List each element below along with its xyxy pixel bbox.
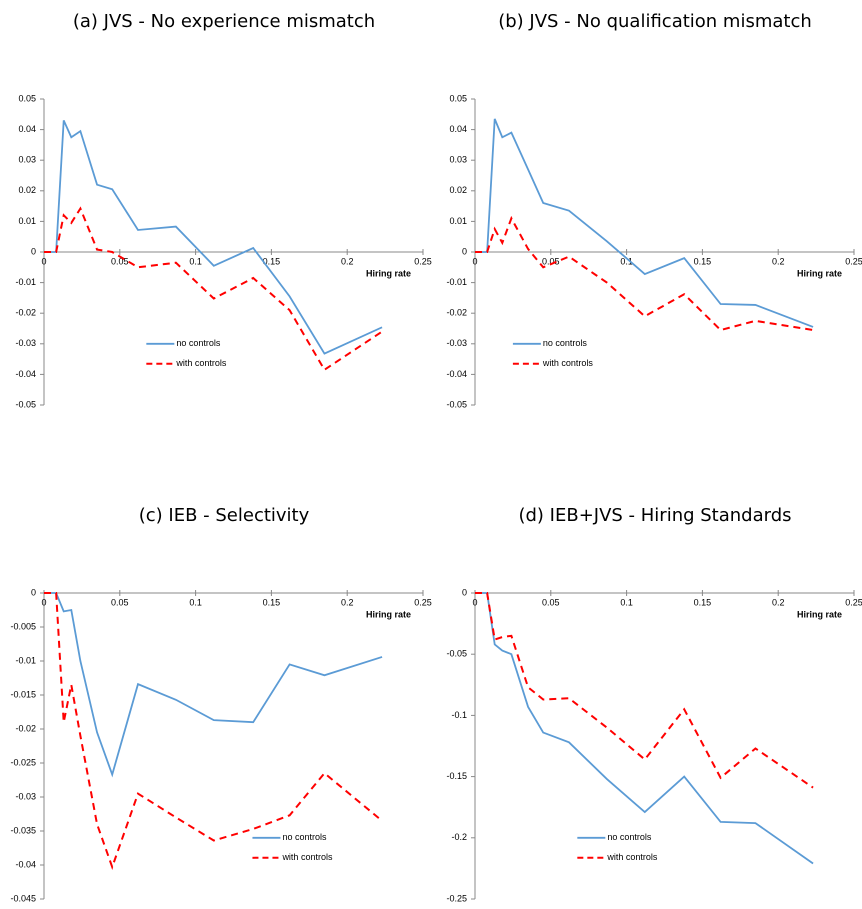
y-tick-label: 0.05: [449, 93, 467, 103]
x-tick-label: 0.1: [620, 256, 633, 266]
x-tick-label: 0.25: [845, 597, 862, 607]
y-tick-label: -0.005: [10, 621, 36, 631]
y-tick-label: -0.04: [446, 369, 467, 379]
x-tick-label: 0.05: [542, 256, 560, 266]
x-tick-label: 0.05: [542, 597, 560, 607]
series-line: [475, 592, 814, 865]
x-tick-label: 0.05: [111, 256, 129, 266]
y-tick-label: -0.05: [446, 649, 467, 659]
x-tick-label: 0.2: [341, 256, 354, 266]
y-tick-label: 0.02: [449, 185, 467, 195]
y-tick-label: 0.03: [18, 155, 36, 165]
x-tick-label: 0.25: [414, 597, 432, 607]
x-tick-label: 0.15: [694, 256, 712, 266]
legend-label: no controls: [607, 832, 652, 842]
legend-label: no controls: [543, 338, 588, 348]
y-tick-label: 0.05: [18, 93, 36, 103]
y-tick-label: -0.045: [10, 893, 36, 903]
series-line: [44, 206, 383, 372]
series-line: [44, 592, 383, 778]
y-tick-label: -0.05: [15, 399, 36, 409]
legend-label: with controls: [175, 358, 227, 368]
x-tick-label: 0: [472, 597, 477, 607]
y-tick-label: -0.035: [10, 825, 36, 835]
y-tick-label: -0.03: [15, 338, 36, 348]
x-axis-label: Hiring rate: [366, 609, 411, 619]
y-tick-label: 0: [462, 246, 467, 256]
x-tick-label: 0.2: [772, 256, 785, 266]
x-tick-label: 0.1: [189, 597, 202, 607]
legend-label: no controls: [176, 338, 221, 348]
x-axis-label: Hiring rate: [366, 268, 411, 278]
x-tick-label: 0.1: [620, 597, 633, 607]
series-line: [44, 120, 383, 355]
x-axis-label: Hiring rate: [797, 268, 842, 278]
y-tick-label: -0.02: [15, 723, 36, 733]
y-tick-label: 0.01: [18, 216, 36, 226]
x-tick-label: 0: [472, 256, 477, 266]
x-tick-label: 0: [41, 256, 46, 266]
panel-title: (a) JVS - No experience mismatch: [73, 11, 375, 32]
y-tick-label: 0.04: [18, 124, 36, 134]
panel-title: (c) IEB - Selectivity: [139, 505, 310, 526]
x-tick-label: 0.25: [845, 256, 862, 266]
x-tick-label: 0.25: [414, 256, 432, 266]
y-tick-label: 0: [462, 587, 467, 597]
x-axis-label: Hiring rate: [797, 609, 842, 619]
panel-title: (b) JVS - No qualification mismatch: [498, 11, 812, 32]
series-line: [475, 592, 814, 789]
x-tick-label: 0.15: [263, 256, 281, 266]
y-tick-label: 0: [31, 587, 36, 597]
y-tick-label: -0.05: [446, 399, 467, 409]
legend-label: with controls: [542, 358, 594, 368]
y-tick-label: -0.03: [15, 791, 36, 801]
y-tick-label: -0.15: [446, 771, 467, 781]
y-tick-label: -0.04: [15, 859, 36, 869]
y-tick-label: -0.2: [451, 832, 467, 842]
legend-label: no controls: [282, 832, 327, 842]
y-tick-label: 0.02: [18, 185, 36, 195]
y-tick-label: -0.015: [10, 689, 36, 699]
y-tick-label: 0.03: [449, 155, 467, 165]
y-tick-label: 0.04: [449, 124, 467, 134]
legend-label: with controls: [606, 852, 658, 862]
series-line: [475, 215, 814, 332]
y-tick-label: -0.025: [10, 757, 36, 767]
x-tick-label: 0.2: [341, 597, 354, 607]
y-tick-label: -0.25: [446, 893, 467, 903]
y-tick-label: -0.02: [15, 308, 36, 318]
x-tick-label: 0.05: [111, 597, 129, 607]
x-tick-label: 0.1: [189, 256, 202, 266]
x-tick-label: 0: [41, 597, 46, 607]
y-tick-label: -0.03: [446, 338, 467, 348]
x-tick-label: 0.15: [694, 597, 712, 607]
series-line: [475, 118, 814, 328]
y-tick-label: -0.01: [15, 277, 36, 287]
panel-title: (d) IEB+JVS - Hiring Standards: [518, 505, 791, 526]
y-tick-label: -0.01: [446, 277, 467, 287]
y-tick-label: -0.1: [451, 710, 467, 720]
x-tick-label: 0.15: [263, 597, 281, 607]
x-tick-label: 0.2: [772, 597, 785, 607]
y-tick-label: -0.04: [15, 369, 36, 379]
y-tick-label: -0.02: [446, 308, 467, 318]
y-tick-label: 0.01: [449, 216, 467, 226]
y-tick-label: -0.01: [15, 655, 36, 665]
y-tick-label: 0: [31, 246, 36, 256]
legend-label: with controls: [281, 852, 333, 862]
series-line: [44, 592, 383, 871]
